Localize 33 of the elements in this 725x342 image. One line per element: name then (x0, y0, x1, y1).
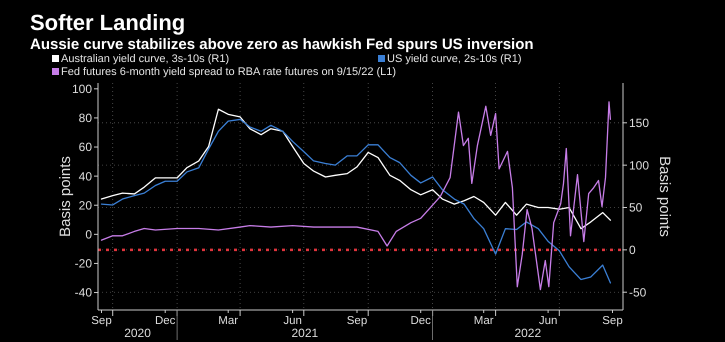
x-tick-label: Dec (154, 315, 176, 327)
y-tick-label: 80 (78, 111, 92, 126)
x-tick-label: Sep (346, 315, 368, 327)
y-tick-label: 60 (78, 140, 92, 154)
x-tick-label: Jun (538, 315, 558, 327)
y-tick-label: 100 (72, 82, 92, 96)
line-series (100, 108, 612, 230)
y2-tick-label: 0 (629, 243, 636, 258)
text: 2021 (292, 326, 319, 340)
y2-tick-label: 100 (629, 158, 650, 172)
y-tick-label: -20 (74, 256, 92, 271)
x-tick-label: Sep (91, 315, 112, 327)
x-tick-label: Mar (218, 315, 238, 327)
x-tick-label: Mar (474, 315, 494, 327)
y-tick-label: 20 (78, 198, 92, 212)
y2-tick-label: 150 (629, 116, 650, 130)
y2-axis-title: Basis points (656, 156, 673, 237)
y-tick-label: -40 (74, 286, 92, 300)
chart-title: Softer Landing (30, 10, 186, 35)
y2-tick-label: 50 (629, 200, 643, 215)
y2-tick-label: -50 (629, 285, 647, 300)
text: 2022 (514, 326, 542, 340)
x-tick-label: Sep (602, 315, 623, 327)
y-tick-label: 0 (85, 228, 92, 242)
text: 2020 (124, 326, 152, 340)
x-tick-label: Jun (283, 315, 302, 327)
legend-label: Fed futures 6-month yield spread to RBA rate futures on 9/15/22 (L1) (61, 66, 396, 78)
legend-label: Australian yield curve, 3s-10s (R1) (61, 53, 230, 65)
chart-subtitle: Aussie curve stabilizes above zero as hawkish Fed spurs US inversion (30, 36, 534, 53)
y-tick-label: 40 (78, 169, 92, 184)
y-axis-title: Basis points (57, 156, 74, 237)
x-tick-label: Dec (410, 315, 432, 327)
legend-label: US yield curve, 2s-10s (R1) (387, 53, 522, 65)
